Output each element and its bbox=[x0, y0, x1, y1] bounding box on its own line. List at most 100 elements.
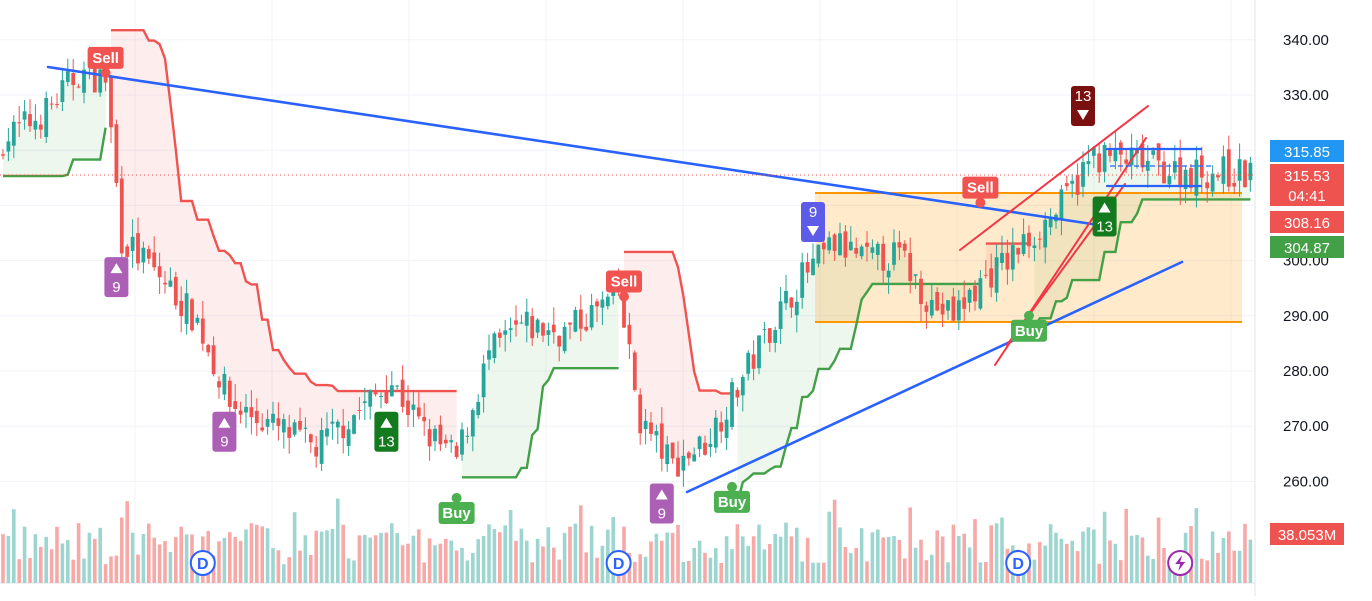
price-tick-label: 340.00 bbox=[1283, 32, 1329, 49]
candle-body bbox=[924, 305, 929, 312]
volume-bar bbox=[719, 562, 723, 583]
candle-body bbox=[902, 243, 907, 251]
triangle-up-icon bbox=[655, 489, 668, 500]
volume-bar bbox=[1140, 537, 1145, 583]
sell-signal-bg bbox=[87, 46, 124, 69]
volume-bar bbox=[1124, 508, 1128, 583]
candle-body bbox=[929, 300, 934, 316]
candle-body bbox=[1113, 148, 1118, 162]
candle-body bbox=[519, 322, 524, 324]
volume-bar bbox=[800, 561, 804, 583]
markers[interactable]: Sell Sell Sell Buy Buy Buy 9 9 13 9 9 13 13 D D D bbox=[87, 46, 1194, 576]
candle-body bbox=[1216, 175, 1220, 178]
candle-body bbox=[254, 410, 259, 424]
candle-body bbox=[184, 293, 189, 324]
candle-body bbox=[1194, 159, 1199, 196]
volume-bar bbox=[1032, 559, 1037, 583]
dividend-marker[interactable]: D bbox=[189, 550, 216, 576]
buy-signal-bg bbox=[438, 501, 475, 524]
candle-body bbox=[541, 323, 545, 336]
candle-body bbox=[503, 330, 508, 335]
td-count-bg bbox=[212, 411, 237, 452]
volume-bar bbox=[795, 527, 799, 583]
candle-body bbox=[1108, 148, 1112, 156]
signal-dot bbox=[100, 67, 111, 78]
candle-body bbox=[735, 389, 740, 398]
volume-bar bbox=[325, 530, 329, 583]
signal-dot bbox=[451, 492, 462, 503]
td-count-text: 13 bbox=[1075, 88, 1092, 105]
volume-bar bbox=[141, 533, 146, 583]
volume-bar bbox=[373, 535, 378, 583]
volume-bar bbox=[967, 547, 972, 583]
volume-bar bbox=[157, 544, 162, 583]
volume-bar bbox=[33, 534, 38, 583]
volume-bar bbox=[103, 564, 108, 583]
candle-body bbox=[595, 301, 599, 307]
volume-bar bbox=[503, 525, 507, 583]
candle-body bbox=[805, 262, 810, 273]
candle-body bbox=[1167, 176, 1172, 185]
candle-body bbox=[427, 429, 432, 447]
supertrend-fill bbox=[3, 62, 106, 176]
dividend-text: D bbox=[1012, 556, 1024, 573]
volume-bar bbox=[643, 556, 648, 583]
volume-bar bbox=[508, 509, 513, 583]
volume-bar bbox=[541, 546, 545, 583]
lightning-icon bbox=[1175, 555, 1186, 571]
candle-body bbox=[827, 237, 832, 251]
candle-body bbox=[568, 322, 572, 325]
sell-signal-text: Sell bbox=[967, 180, 994, 197]
candle-body bbox=[681, 455, 686, 471]
candle-body bbox=[584, 326, 589, 331]
volume-bar bbox=[55, 526, 59, 583]
candle-body bbox=[292, 422, 297, 435]
volume-bar bbox=[714, 548, 718, 583]
signal-dot bbox=[1024, 310, 1034, 321]
volume-bar bbox=[28, 557, 32, 583]
volume-bar bbox=[816, 562, 821, 583]
dividend-marker[interactable]: D bbox=[1005, 550, 1032, 576]
candle-body bbox=[870, 247, 875, 253]
volume-bar bbox=[897, 539, 902, 583]
candle-body bbox=[92, 66, 97, 93]
volume-bar bbox=[222, 537, 227, 583]
volume-bar bbox=[276, 550, 281, 583]
volume-bar bbox=[1102, 511, 1107, 583]
price-badge-supertrend-up: 304.87 bbox=[1270, 236, 1344, 258]
dividend-marker[interactable]: D bbox=[605, 550, 632, 576]
buy-signal-bg bbox=[714, 490, 750, 513]
supertrend-line bbox=[624, 250, 732, 395]
candle-body bbox=[967, 289, 972, 303]
volume-bar bbox=[589, 525, 594, 583]
buy-signal-text: Buy bbox=[718, 494, 747, 511]
volume-bar bbox=[271, 547, 275, 583]
candle-body bbox=[724, 419, 729, 438]
candle-body bbox=[1183, 169, 1188, 190]
candle-body bbox=[605, 296, 610, 307]
volume-bar bbox=[1092, 529, 1096, 583]
candle-body bbox=[308, 434, 313, 443]
volume-bar bbox=[886, 536, 891, 583]
volume-bar bbox=[1000, 517, 1004, 583]
candle-body bbox=[465, 435, 470, 437]
volume-bar bbox=[1167, 564, 1172, 583]
candle-body bbox=[190, 299, 194, 331]
volume-bar bbox=[400, 545, 405, 583]
volume-bar bbox=[471, 552, 475, 583]
earnings-event-marker[interactable] bbox=[1167, 550, 1194, 576]
candle-body bbox=[200, 318, 205, 344]
volume-bar bbox=[384, 532, 389, 583]
candle-body bbox=[460, 429, 464, 455]
price-axis[interactable]: 340.00330.00320.00300.00290.00280.00270.… bbox=[1283, 32, 1329, 491]
candle-body bbox=[713, 417, 718, 448]
candle-body bbox=[249, 407, 254, 418]
candle-body bbox=[17, 122, 22, 124]
candle-body bbox=[400, 379, 405, 407]
price-badge-last-text: 315.53 bbox=[1284, 168, 1330, 185]
volume-bar bbox=[49, 549, 54, 583]
volume-bar bbox=[163, 541, 167, 583]
volume-bar bbox=[757, 524, 761, 583]
